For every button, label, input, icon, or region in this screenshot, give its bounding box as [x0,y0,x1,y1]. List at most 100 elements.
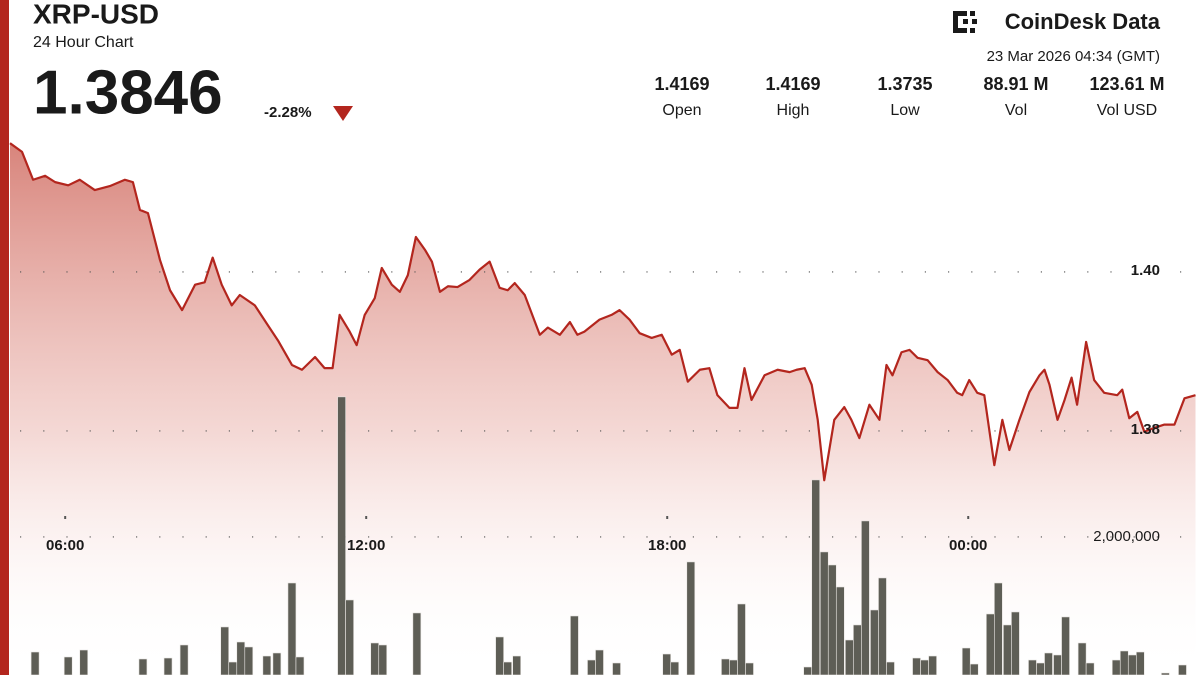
price: 1.3846 [33,58,223,127]
stat-label: Vol [1005,102,1027,119]
volume-bar [994,582,1003,675]
volume-bar [811,479,821,675]
volume-bar [836,586,845,675]
stat-value: 1.4169 [654,74,709,94]
ticker: XRP-USD [33,0,159,29]
volume-bar [345,599,354,675]
stat-label: High [777,102,810,119]
stat-label: Open [662,102,701,119]
volume-bar [512,655,522,675]
volume-bar [969,663,979,675]
volume-bar [961,647,971,675]
y-tick-label: 1.40 [1131,262,1160,279]
volume-bar [912,657,921,675]
volume-bar [845,639,854,675]
volume-bar [244,646,254,675]
volume-bar [1127,654,1137,675]
x-tick-label: 18:00 [648,537,686,554]
plot-area: 1.38 1.40 2,000,000 06:00 12:00 18:00 00:00 [9,142,1196,675]
volume-bar [870,609,879,675]
volume-bar [179,644,189,675]
volume-bar [662,653,672,675]
down-arrow [333,106,353,121]
stat-value: 88.91 M [983,74,1048,94]
volume-bar [412,612,422,675]
stat-value: 123.61 M [1089,74,1164,94]
volume-bar [262,655,272,675]
accent-stripe [0,0,9,675]
logo-icon [953,11,977,33]
stat-value: 1.4169 [765,74,820,94]
volume-bar [1028,659,1037,675]
volume-bar [295,656,305,675]
volume-bar [827,564,837,675]
stat-value: 1.3735 [877,74,932,94]
volume-bar [721,658,730,675]
volume-bar [853,624,862,675]
volume-bar [370,642,380,675]
volume-bar [737,603,746,675]
volume-bar [803,666,812,675]
stat-label: Low [890,102,920,119]
volume-bar [272,652,282,675]
volume-bar [1085,662,1095,675]
y-tick-label: 1.38 [1131,421,1160,438]
volume-bar [495,636,504,675]
volume-bar [886,661,895,675]
volume-bar [163,657,173,675]
volume-bar [670,661,680,675]
volume-bar [686,561,696,675]
volume-bar [138,658,148,675]
axis-labels: 1.38 1.40 2,000,000 06:00 12:00 18:00 00:00 [46,262,1160,554]
grid [20,271,1190,538]
volume-bar [1044,652,1053,675]
volume-bar [228,661,238,675]
volume-bar [878,577,887,675]
x-tick-label: 00:00 [949,537,987,554]
volume-bar [287,582,297,675]
volume-bar [1003,624,1012,675]
brand: CoinDesk Data [1005,9,1161,34]
volume-bar [1053,654,1062,675]
volume-bar [745,662,754,675]
volume-bar [236,641,246,675]
volume-bar [30,651,40,675]
volume-bar [570,615,579,675]
volume-bar [819,551,829,675]
volume-bar [1036,662,1045,675]
subtitle: 24 Hour Chart [33,34,134,51]
volume-bar [920,659,929,675]
x-tick-label: 06:00 [46,537,84,554]
volume-bar [79,649,89,675]
price-area [10,143,1196,675]
volume-bar [1077,642,1087,675]
volume-bar [1011,611,1020,675]
volume-bar [378,644,388,675]
x-tick-label: 12:00 [347,537,385,554]
volume-bar [1119,650,1129,675]
volume-bar [503,661,512,675]
volume-bar [1178,664,1187,675]
stats: 1.4169 Open 1.4169 High 1.3735 Low 88.91 M Vol 1… [654,74,1164,119]
price-line [9,142,1196,482]
volume-bar [1061,616,1070,675]
timestamp: 23 Mar 2026 04:34 (GMT) [987,48,1160,65]
volume-bar [220,626,230,675]
volume-bar [587,659,596,675]
volume-bar [1111,659,1121,675]
volume-bar [861,520,870,675]
volume-bars [30,396,1187,675]
volume-bar [612,662,621,675]
y2-tick-label: 2,000,000 [1093,528,1160,545]
change: -2.28% [264,104,312,121]
volume-bar [337,396,346,675]
volume-bar [928,655,937,675]
stat-label: Vol USD [1097,102,1157,119]
volume-bar [986,613,995,675]
volume-bar [63,656,73,675]
volume-bar [729,659,738,675]
volume-bar [1136,651,1145,675]
volume-bar [595,649,604,675]
